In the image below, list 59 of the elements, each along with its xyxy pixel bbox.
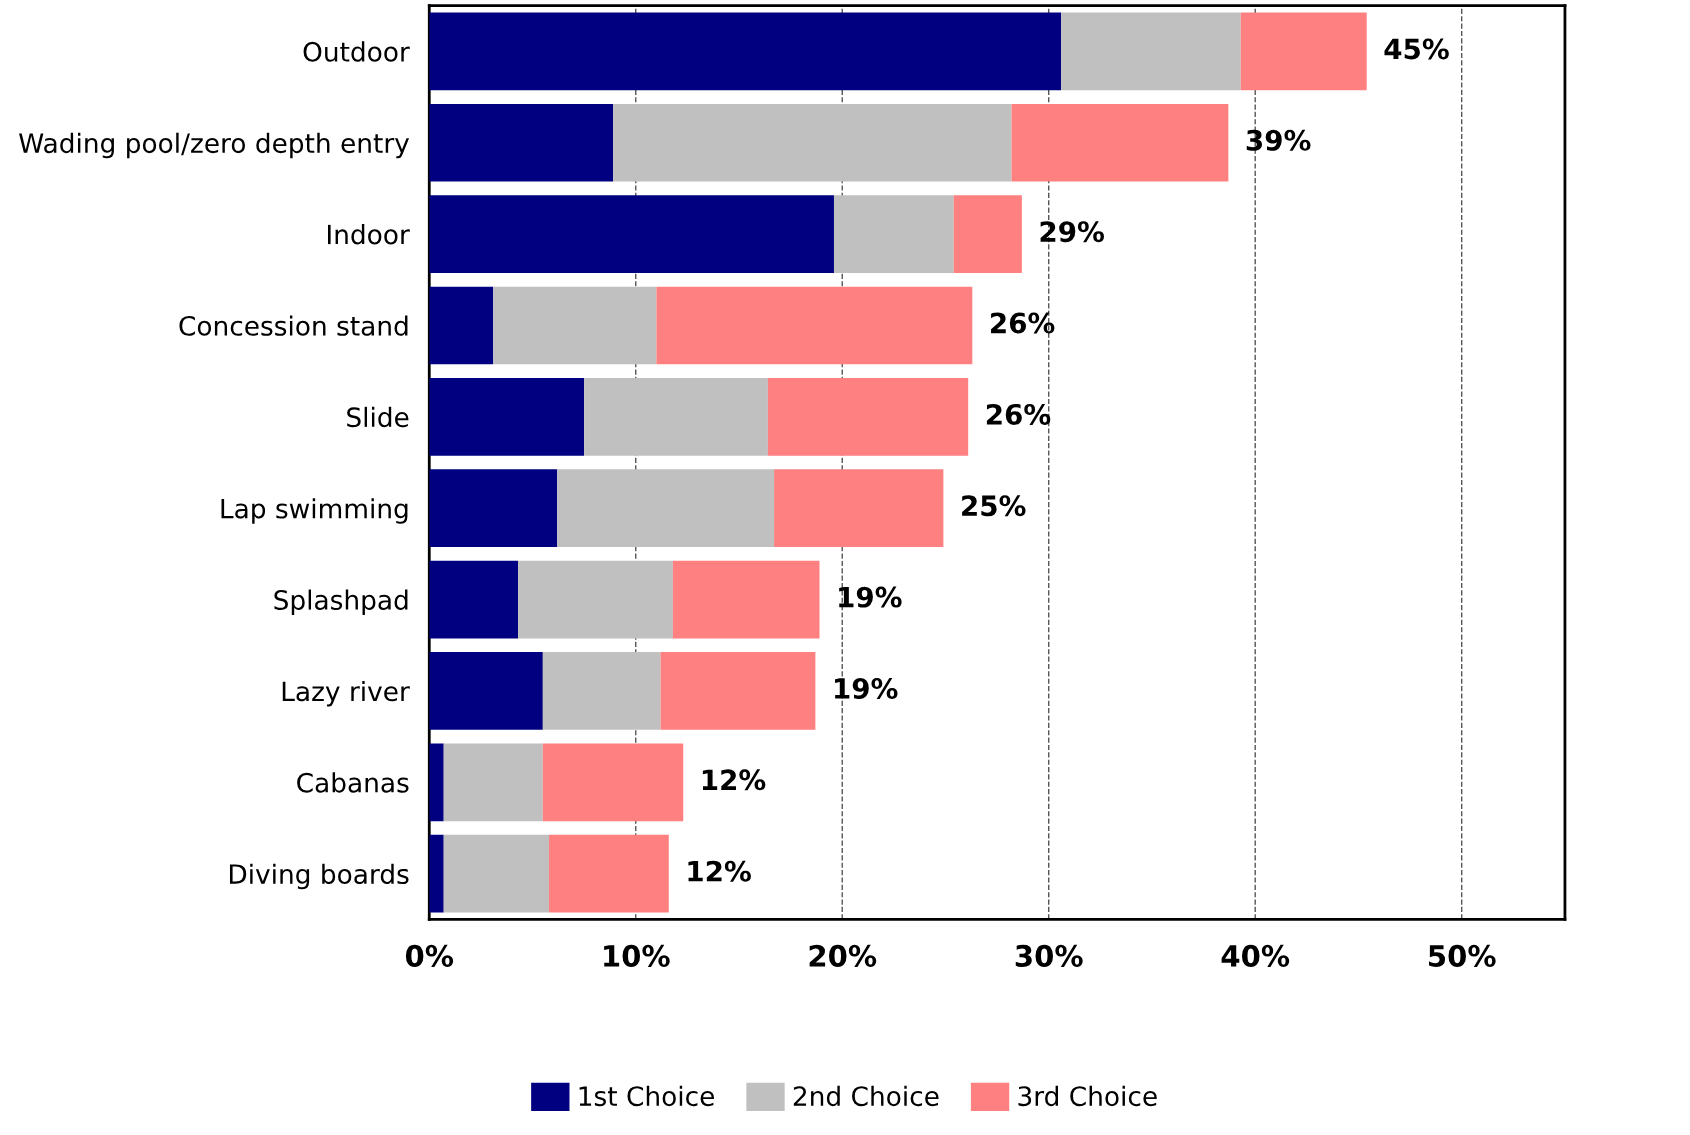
legend-label: 2nd Choice bbox=[793, 1085, 939, 1107]
bar bbox=[767, 378, 969, 456]
bar bbox=[493, 286, 657, 365]
bar bbox=[1061, 12, 1241, 91]
x-tick-label: 20% bbox=[809, 944, 877, 967]
bar bbox=[518, 560, 673, 639]
bar bbox=[672, 560, 820, 639]
bar bbox=[429, 195, 834, 273]
y-tick-label: Splashpad bbox=[274, 589, 408, 616]
y-tick-label: Lazy river bbox=[282, 680, 410, 707]
bar bbox=[429, 560, 519, 639]
y-tick-label: Outdoor bbox=[303, 41, 410, 62]
bar bbox=[429, 378, 585, 456]
bar bbox=[542, 743, 684, 822]
bar bbox=[774, 469, 944, 548]
x-tick-label: 10% bbox=[604, 944, 670, 967]
bar bbox=[429, 103, 614, 182]
bar bbox=[429, 743, 444, 822]
total-label: 19% bbox=[839, 586, 902, 608]
total-label: 45% bbox=[1384, 38, 1449, 60]
y-tick-label: Indoor bbox=[328, 224, 410, 245]
x-tick-label: 0% bbox=[405, 944, 454, 967]
legend-label: 1st Choice bbox=[579, 1085, 714, 1107]
y-tick-label: Lap swimming bbox=[221, 498, 408, 524]
y-tick-label: Slide bbox=[347, 406, 409, 428]
total-label: 39% bbox=[1246, 129, 1311, 151]
total-label: 25% bbox=[962, 495, 1026, 517]
bar bbox=[443, 834, 550, 913]
bar bbox=[429, 12, 1062, 91]
total-label: 26% bbox=[986, 403, 1051, 425]
total-label: 12% bbox=[688, 860, 751, 882]
y-tick-label: Diving boards bbox=[229, 863, 409, 890]
bar bbox=[549, 834, 669, 913]
bar bbox=[656, 286, 973, 365]
x-tick-label: 30% bbox=[1015, 944, 1083, 967]
bar bbox=[443, 743, 543, 822]
y-tick-label: Wading pool/zero depth entry bbox=[19, 132, 410, 159]
bar bbox=[1240, 12, 1367, 91]
total-label: 26% bbox=[991, 312, 1055, 334]
bar bbox=[429, 469, 558, 548]
bar bbox=[833, 195, 954, 273]
bar bbox=[953, 195, 1022, 273]
bar bbox=[1011, 103, 1229, 182]
bar bbox=[429, 652, 543, 730]
bar bbox=[542, 652, 661, 730]
legend-label: 3rd Choice bbox=[1018, 1085, 1157, 1107]
total-label: 29% bbox=[1040, 221, 1104, 243]
bar bbox=[429, 834, 444, 913]
bar bbox=[613, 103, 1012, 182]
y-tick-label: Cabanas bbox=[297, 772, 409, 793]
x-tick-label: 50% bbox=[1429, 944, 1496, 967]
x-tick-label: 40% bbox=[1221, 944, 1290, 967]
bar bbox=[660, 652, 816, 730]
bar bbox=[429, 286, 494, 365]
total-label: 19% bbox=[835, 677, 898, 699]
bar bbox=[584, 378, 768, 456]
total-label: 12% bbox=[702, 769, 766, 791]
bar bbox=[557, 469, 775, 548]
y-tick-label: Concession stand bbox=[179, 315, 408, 336]
